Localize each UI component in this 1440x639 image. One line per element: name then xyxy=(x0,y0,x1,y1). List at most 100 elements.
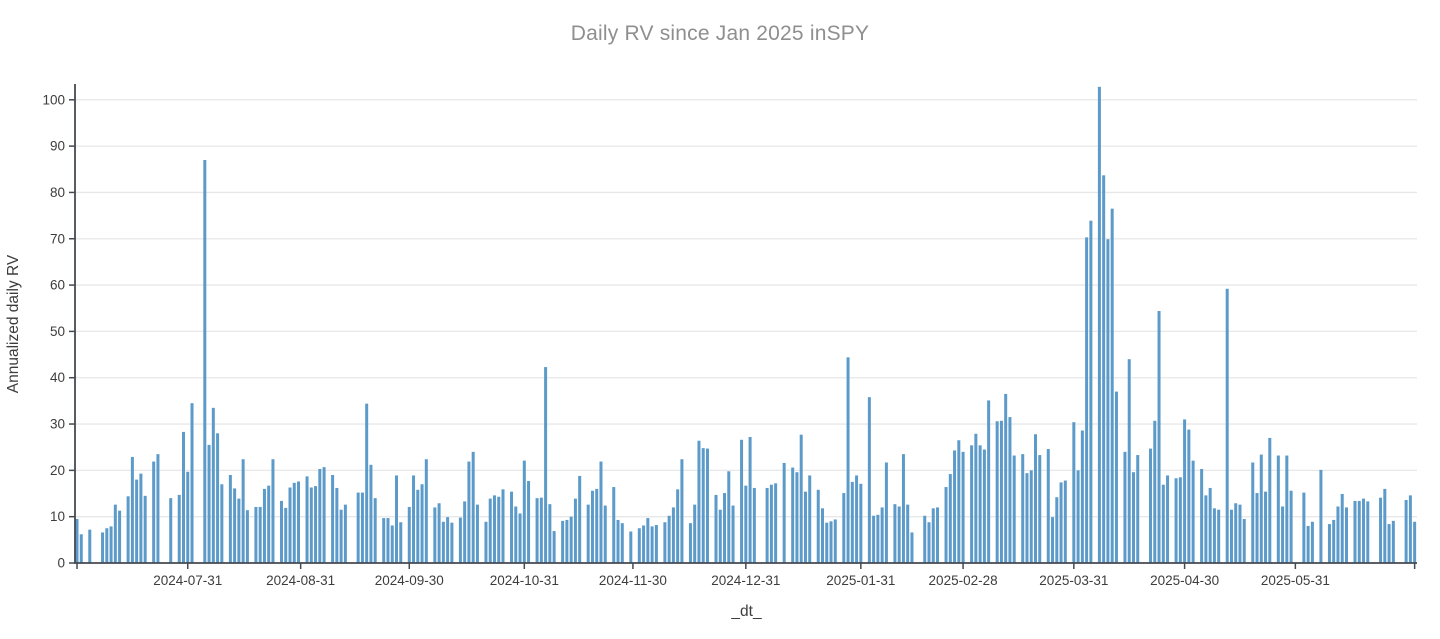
bar[interactable] xyxy=(654,525,658,563)
bar[interactable] xyxy=(1161,484,1165,563)
bar[interactable] xyxy=(1153,420,1157,563)
bar[interactable] xyxy=(1183,419,1187,563)
bar[interactable] xyxy=(152,461,156,563)
bar[interactable] xyxy=(356,492,360,563)
bar[interactable] xyxy=(1059,482,1063,563)
bar[interactable] xyxy=(488,498,492,563)
bar[interactable] xyxy=(650,526,654,563)
bar[interactable] xyxy=(318,468,322,563)
bar[interactable] xyxy=(769,484,773,563)
bar[interactable] xyxy=(365,403,369,563)
bar[interactable] xyxy=(748,437,752,563)
bar[interactable] xyxy=(1123,451,1127,563)
bar[interactable] xyxy=(1127,359,1131,563)
bar[interactable] xyxy=(1336,506,1340,563)
bar[interactable] xyxy=(79,534,83,563)
bar[interactable] xyxy=(390,525,394,563)
bar[interactable] xyxy=(671,507,675,563)
bar[interactable] xyxy=(948,474,952,563)
bar[interactable] xyxy=(1166,475,1170,563)
bar[interactable] xyxy=(931,508,935,563)
bar[interactable] xyxy=(126,496,130,563)
bar[interactable] xyxy=(565,519,569,563)
bar[interactable] xyxy=(1200,468,1204,563)
bar[interactable] xyxy=(872,515,876,563)
bar[interactable] xyxy=(1302,492,1306,563)
bar[interactable] xyxy=(216,433,220,563)
bar[interactable] xyxy=(463,501,467,563)
bar[interactable] xyxy=(309,487,313,564)
bar[interactable] xyxy=(927,522,931,563)
bar[interactable] xyxy=(1089,220,1093,563)
bar[interactable] xyxy=(569,516,573,563)
bar[interactable] xyxy=(1259,454,1263,563)
bar[interactable] xyxy=(382,518,386,563)
bar[interactable] xyxy=(970,445,974,563)
bar[interactable] xyxy=(552,531,556,563)
bar[interactable] xyxy=(1413,521,1417,563)
bar[interactable] xyxy=(1178,477,1182,563)
bar[interactable] xyxy=(1319,469,1323,563)
bar[interactable] xyxy=(1404,500,1408,563)
bar[interactable] xyxy=(1187,429,1191,563)
bar[interactable] xyxy=(1276,455,1280,563)
bar[interactable] xyxy=(1340,493,1344,563)
bar[interactable] xyxy=(433,507,437,563)
bar[interactable] xyxy=(1046,449,1050,563)
bar[interactable] xyxy=(510,491,514,563)
bar[interactable] xyxy=(1102,175,1106,564)
bar[interactable] xyxy=(446,517,450,563)
bar[interactable] xyxy=(1191,460,1195,563)
bar[interactable] xyxy=(254,506,258,563)
bar[interactable] xyxy=(450,522,454,563)
bar[interactable] xyxy=(803,491,807,563)
bar[interactable] xyxy=(143,495,147,563)
bar[interactable] xyxy=(1085,237,1089,563)
bar[interactable] xyxy=(705,448,709,563)
bar[interactable] xyxy=(876,514,880,563)
bar[interactable] xyxy=(1097,86,1101,563)
bar[interactable] xyxy=(842,493,846,563)
bar[interactable] xyxy=(693,504,697,563)
bar[interactable] xyxy=(1234,503,1238,563)
bar[interactable] xyxy=(1025,473,1029,563)
bar[interactable] xyxy=(599,461,603,563)
bar[interactable] xyxy=(475,504,479,563)
bar[interactable] xyxy=(850,481,854,563)
bar[interactable] xyxy=(1008,417,1012,563)
bar[interactable] xyxy=(360,492,364,563)
bar[interactable] xyxy=(467,461,471,563)
bar[interactable] xyxy=(190,403,194,563)
bar[interactable] xyxy=(642,525,646,563)
bar[interactable] xyxy=(731,505,735,563)
bar[interactable] xyxy=(343,504,347,563)
bar[interactable] xyxy=(1289,490,1293,563)
bar[interactable] xyxy=(271,459,275,563)
bar[interactable] xyxy=(821,508,824,563)
bar[interactable] xyxy=(816,489,820,563)
bar[interactable] xyxy=(663,522,667,563)
bar[interactable] xyxy=(676,489,680,563)
bar[interactable] xyxy=(335,487,339,563)
bar[interactable] xyxy=(331,474,335,563)
bar[interactable] xyxy=(1281,506,1285,563)
bar[interactable] xyxy=(586,504,590,563)
bar[interactable] xyxy=(646,518,650,563)
bar[interactable] xyxy=(825,522,829,563)
bar[interactable] xyxy=(1379,497,1383,563)
bar[interactable] xyxy=(697,440,701,563)
bar[interactable] xyxy=(292,482,296,563)
bar[interactable] xyxy=(1366,501,1370,563)
bar[interactable] xyxy=(859,483,863,563)
bar[interactable] xyxy=(995,421,999,563)
bar[interactable] xyxy=(441,521,445,563)
bar[interactable] xyxy=(437,503,441,563)
bar[interactable] xyxy=(944,487,948,563)
bar[interactable] xyxy=(799,434,803,563)
bar[interactable] xyxy=(603,505,607,563)
bar[interactable] xyxy=(855,475,859,563)
bar[interactable] xyxy=(637,528,641,563)
bar[interactable] xyxy=(1332,519,1336,563)
bar[interactable] xyxy=(416,489,420,563)
bar[interactable] xyxy=(1212,508,1216,563)
